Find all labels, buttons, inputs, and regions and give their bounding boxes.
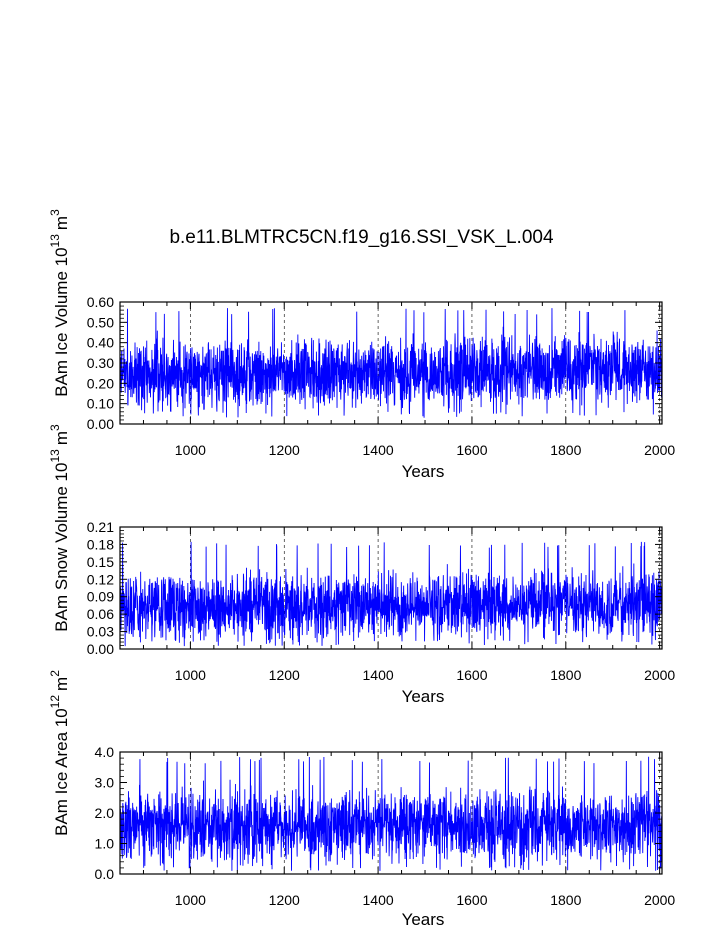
y-tick-label: 1.0 — [95, 836, 115, 852]
data-series-line — [119, 541, 663, 647]
y-tick-label: 0.60 — [87, 294, 114, 310]
x-tick-label: 2000 — [644, 667, 675, 683]
y-tick-label: 0.30 — [87, 355, 114, 371]
figure-title: b.e11.BLMTRC5CN.f19_g16.SSI_VSK_L.004 — [169, 227, 554, 248]
y-axis-label-unit: m — [52, 677, 71, 691]
y-tick-label: 0.03 — [87, 624, 114, 640]
y-tick-label: 0.12 — [87, 571, 114, 587]
y-axis-label-unit: m — [52, 216, 71, 230]
x-tick-label: 1400 — [363, 892, 394, 908]
y-tick-label: 3.0 — [95, 775, 115, 791]
x-axis-label: Years — [402, 462, 445, 481]
y-tick-label: 0.00 — [87, 641, 114, 657]
y-axis-label-text: BAm Snow Volume 10 — [52, 463, 71, 632]
y-tick-label: 0.06 — [87, 606, 114, 622]
x-tick-label: 2000 — [644, 442, 675, 458]
x-tick-label: 1400 — [363, 667, 394, 683]
y-axis-label-unit-exp: 2 — [48, 670, 62, 677]
chart-panel-3: 1000 1200 1400 1600 1800 2000 0.0 1.0 2.0 3.0 4.0 Y… — [48, 670, 675, 929]
plot-frame — [119, 526, 663, 650]
chart-panel-2: 1000 1200 1400 1600 1800 2000 0.000.03 0.060.09… — [48, 424, 675, 706]
y-axis-label: BAm Snow Volume 1013 m3 — [48, 424, 71, 632]
x-tick-label: 1200 — [269, 892, 300, 908]
x-tick-label: 1800 — [550, 667, 581, 683]
x-tick-label: 2000 — [644, 892, 675, 908]
y-tick-label: 2.0 — [95, 805, 115, 821]
x-tick-label: 1800 — [550, 442, 581, 458]
x-tick-label: 1200 — [269, 442, 300, 458]
y-axis-label-exp: 13 — [48, 449, 62, 463]
x-tick-label: 1000 — [175, 892, 206, 908]
y-axis-label-exp: 13 — [48, 234, 62, 248]
y-tick-label: 0.00 — [87, 416, 114, 432]
y-axis-label: BAm Ice Volume 1013 m3 — [48, 209, 71, 397]
y-tick-label: 0.20 — [87, 375, 114, 391]
chart-panel-1: 1000 1200 1400 1600 1800 2000 0.00 0.10 0.20 0.30… — [48, 209, 675, 481]
x-tick-label: 1000 — [175, 667, 206, 683]
y-axis-label: BAm Ice Area 1012 m2 — [48, 670, 71, 836]
y-tick-label: 0.10 — [87, 396, 114, 412]
y-axis-label-text: BAm Ice Area 10 — [52, 708, 71, 836]
data-series-line — [119, 756, 663, 871]
y-axis-label-unit-exp: 3 — [48, 424, 62, 431]
y-axis-label-text: BAm Ice Volume 10 — [52, 247, 71, 396]
data-series-line — [119, 308, 663, 418]
x-tick-label: 1200 — [269, 667, 300, 683]
y-axis-label-unit: m — [52, 431, 71, 445]
x-axis-label: Years — [402, 910, 445, 929]
x-axis-label: Years — [402, 687, 445, 706]
x-tick-label: 1000 — [175, 442, 206, 458]
y-tick-label: 0.40 — [87, 335, 114, 351]
y-tick-label: 0.50 — [87, 314, 114, 330]
x-tick-label: 1600 — [456, 442, 487, 458]
y-axis-label-exp: 12 — [48, 695, 62, 709]
x-tick-label: 1800 — [550, 892, 581, 908]
y-tick-label: 0.15 — [87, 554, 114, 570]
y-axis-label-unit-exp: 3 — [48, 209, 62, 216]
x-tick-label: 1400 — [363, 442, 394, 458]
y-tick-label: 0.09 — [87, 589, 114, 605]
y-tick-label: 0.0 — [95, 866, 115, 882]
x-tick-label: 1600 — [456, 667, 487, 683]
y-tick-label: 0.18 — [87, 536, 114, 552]
y-tick-label: 4.0 — [95, 744, 115, 760]
x-tick-label: 1600 — [456, 892, 487, 908]
y-tick-label: 0.21 — [87, 519, 114, 535]
